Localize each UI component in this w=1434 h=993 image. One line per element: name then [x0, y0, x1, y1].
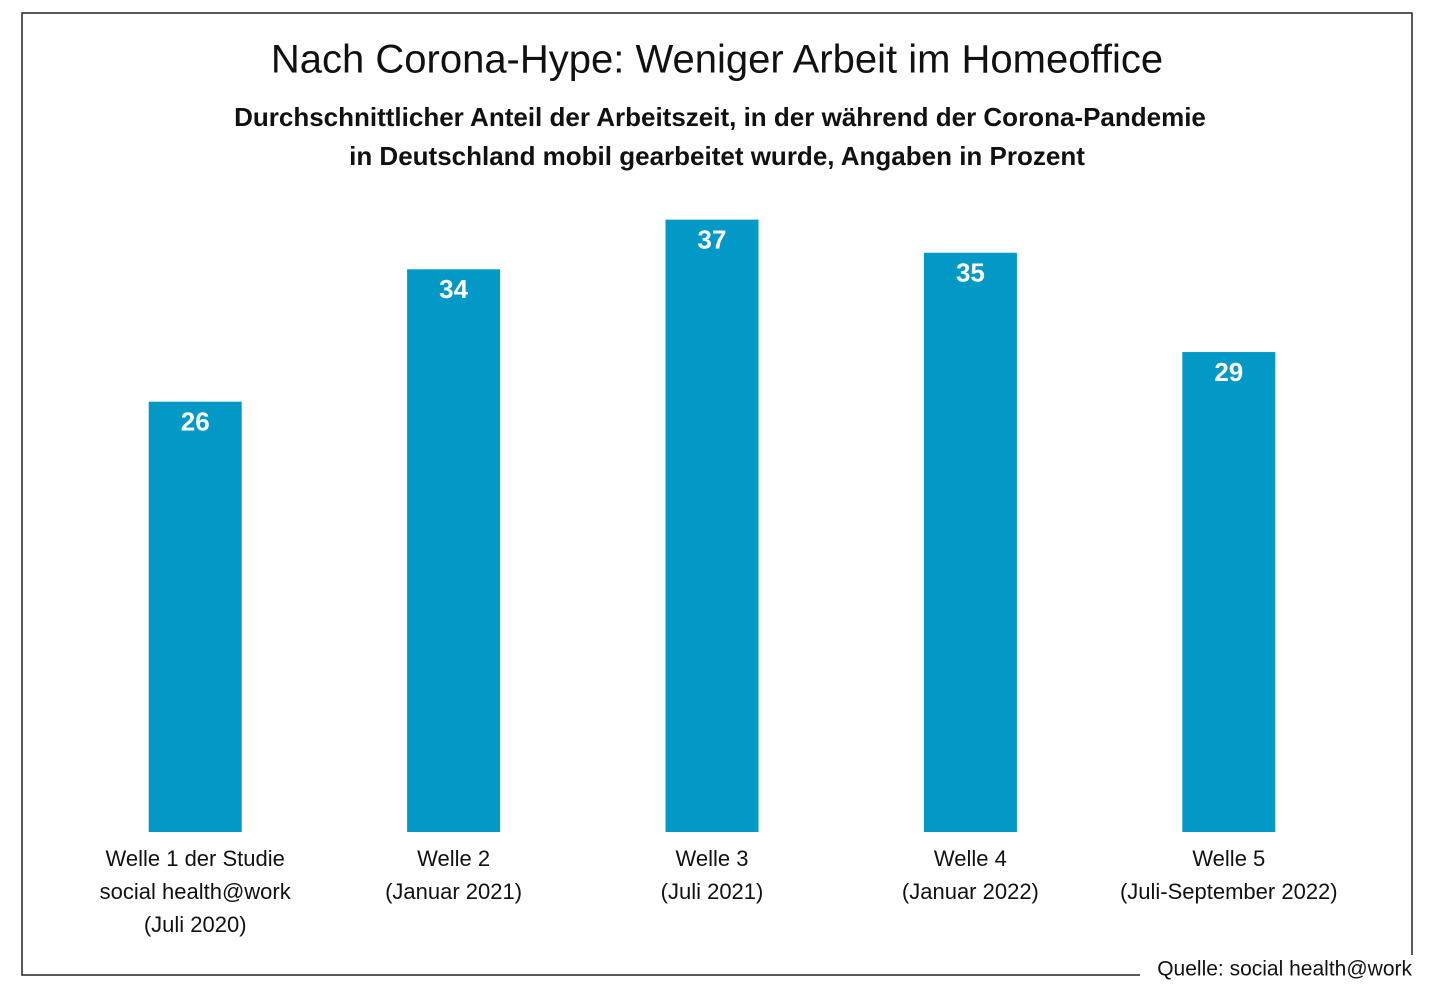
- chart-subtitle: Durchschnittlicher Anteil der Arbeitszei…: [234, 102, 1206, 132]
- value-label: 29: [1214, 357, 1243, 387]
- bar: [407, 269, 501, 832]
- x-tick-label: Welle 1 der Studie: [106, 846, 285, 871]
- x-tick-label: Welle 4: [934, 846, 1007, 871]
- x-tick-label: Welle 3: [676, 846, 749, 871]
- source: Quelle: social health@work: [1157, 958, 1412, 981]
- x-tick-label: (Juli-September 2022): [1120, 879, 1338, 904]
- x-tick-label: Welle 5: [1192, 846, 1265, 871]
- bar: [665, 219, 759, 832]
- chart-subtitle: in Deutschland mobil gearbeitet wurde, A…: [349, 141, 1085, 171]
- x-tick-label: (Januar 2022): [902, 879, 1039, 904]
- bar: [148, 401, 242, 832]
- bar: [923, 252, 1017, 832]
- bar: [1182, 352, 1276, 832]
- x-tick-label: (Januar 2021): [385, 879, 522, 904]
- x-tick-label: Welle 2: [417, 846, 490, 871]
- value-label: 34: [439, 274, 468, 304]
- value-label: 26: [181, 407, 210, 437]
- value-label: 35: [956, 258, 985, 288]
- chart-title: Nach Corona-Hype: Weniger Arbeit im Home…: [271, 38, 1163, 82]
- value-label: 37: [698, 225, 727, 255]
- frame: [21, 12, 1413, 976]
- x-tick-label: (Juli 2021): [661, 879, 764, 904]
- x-tick-label: (Juli 2020): [144, 912, 247, 937]
- x-tick-label: social health@work: [100, 879, 292, 904]
